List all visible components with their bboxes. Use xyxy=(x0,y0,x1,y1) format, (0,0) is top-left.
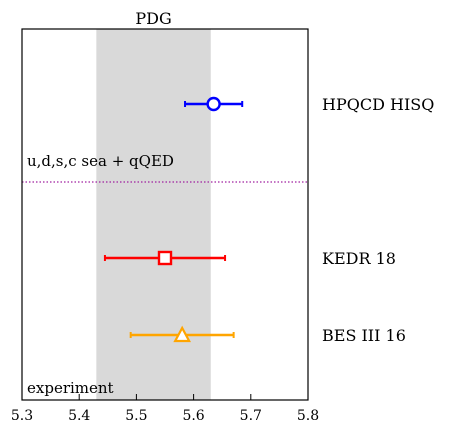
section-label-experiment: experiment xyxy=(27,379,114,397)
x-tick-label: 5.3 xyxy=(11,408,33,424)
data-point-bes-iii-16: BES III 16 xyxy=(129,325,406,345)
pdg-band xyxy=(96,29,211,400)
x-tick-label: 5.6 xyxy=(182,408,204,424)
x-axis: 5.3 5.4 5.5 5.6 5.7 5.8 xyxy=(11,394,319,424)
marker-square xyxy=(157,250,173,266)
x-tick-label: 5.5 xyxy=(125,408,147,424)
x-tick-label: 5.8 xyxy=(297,408,319,424)
separator-label: u,d,s,c sea + qQED xyxy=(27,152,174,170)
point-label-kedr-18: KEDR 18 xyxy=(322,249,396,268)
x-tick-label: 5.7 xyxy=(240,408,262,424)
marker-triangle xyxy=(173,325,192,343)
x-tick-label: 5.4 xyxy=(68,408,90,424)
data-point-hpqcd-hisq: HPQCD HISQ xyxy=(184,95,434,114)
point-label-hpqcd-hisq: HPQCD HISQ xyxy=(322,95,434,114)
pdg-band-label: PDG xyxy=(135,9,171,28)
marker-circle xyxy=(206,96,221,112)
plot-frame xyxy=(21,28,309,401)
data-point-kedr-18: KEDR 18 xyxy=(103,249,396,268)
point-label-bes-iii-16: BES III 16 xyxy=(322,326,406,345)
